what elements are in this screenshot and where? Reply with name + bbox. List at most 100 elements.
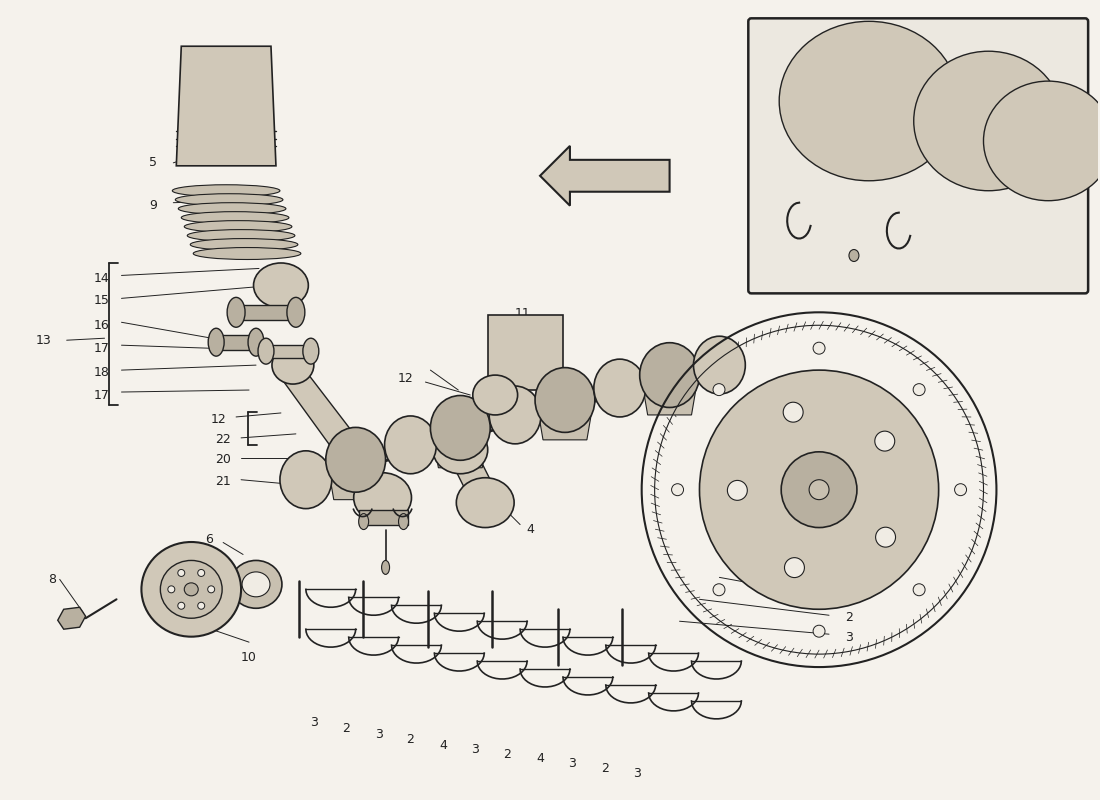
Ellipse shape [230, 561, 282, 608]
FancyBboxPatch shape [748, 18, 1088, 294]
Ellipse shape [784, 558, 804, 578]
Ellipse shape [190, 238, 298, 250]
Ellipse shape [810, 480, 829, 500]
Ellipse shape [693, 336, 746, 394]
Ellipse shape [398, 514, 408, 530]
Text: 4: 4 [526, 523, 534, 536]
Ellipse shape [178, 202, 286, 214]
Text: 24: 24 [773, 259, 789, 272]
Polygon shape [359, 510, 408, 525]
Ellipse shape [913, 384, 925, 396]
Ellipse shape [473, 375, 518, 415]
Text: 17: 17 [94, 389, 110, 402]
Ellipse shape [700, 370, 938, 610]
Ellipse shape [168, 586, 175, 593]
Text: 18: 18 [94, 366, 110, 378]
Text: 23: 23 [773, 130, 789, 142]
Ellipse shape [433, 426, 487, 474]
Ellipse shape [302, 338, 319, 364]
Ellipse shape [781, 452, 857, 527]
Ellipse shape [713, 384, 725, 396]
Ellipse shape [185, 221, 292, 233]
Text: 9: 9 [150, 199, 157, 212]
Text: 2: 2 [407, 734, 415, 746]
Polygon shape [279, 375, 400, 494]
Text: 1: 1 [845, 593, 853, 606]
Ellipse shape [874, 431, 894, 451]
Ellipse shape [430, 395, 491, 460]
Ellipse shape [983, 81, 1100, 201]
Ellipse shape [849, 250, 859, 262]
Ellipse shape [178, 570, 185, 577]
Ellipse shape [535, 368, 595, 432]
Ellipse shape [194, 247, 301, 259]
Ellipse shape [208, 586, 214, 593]
Ellipse shape [354, 473, 411, 522]
Ellipse shape [640, 342, 700, 407]
Text: 2: 2 [601, 762, 608, 775]
Text: 3: 3 [845, 630, 853, 644]
Ellipse shape [242, 572, 270, 597]
Polygon shape [488, 315, 563, 390]
Ellipse shape [161, 561, 222, 618]
Polygon shape [328, 465, 384, 500]
Polygon shape [217, 335, 256, 350]
Text: 12: 12 [397, 371, 414, 385]
Text: 3: 3 [632, 767, 640, 780]
Text: 15: 15 [94, 294, 110, 307]
Text: 6: 6 [206, 533, 213, 546]
Text: 21: 21 [216, 475, 231, 488]
Text: 4: 4 [439, 739, 448, 752]
Ellipse shape [258, 338, 274, 364]
Ellipse shape [249, 328, 264, 356]
Ellipse shape [279, 451, 332, 509]
Ellipse shape [914, 51, 1064, 190]
Ellipse shape [175, 194, 283, 206]
Text: 4: 4 [536, 752, 544, 766]
Text: 7: 7 [163, 553, 170, 566]
Text: 11: 11 [514, 307, 530, 320]
Polygon shape [176, 46, 276, 166]
Ellipse shape [227, 298, 245, 327]
Text: 20: 20 [216, 454, 231, 466]
Ellipse shape [272, 346, 313, 384]
Ellipse shape [287, 298, 305, 327]
Ellipse shape [185, 583, 198, 596]
Ellipse shape [187, 230, 295, 242]
Ellipse shape [142, 542, 241, 637]
Ellipse shape [359, 514, 369, 530]
Ellipse shape [813, 342, 825, 354]
Ellipse shape [198, 570, 205, 577]
Ellipse shape [178, 602, 185, 610]
Ellipse shape [326, 427, 386, 492]
Ellipse shape [182, 212, 289, 224]
Polygon shape [266, 345, 311, 358]
Ellipse shape [913, 584, 925, 596]
Text: 16: 16 [94, 318, 109, 332]
Text: 3: 3 [568, 758, 576, 770]
Text: 3: 3 [375, 728, 383, 742]
Ellipse shape [208, 328, 224, 356]
Text: 24: 24 [903, 259, 918, 272]
Ellipse shape [198, 602, 205, 610]
Ellipse shape [783, 402, 803, 422]
Ellipse shape [490, 386, 541, 444]
Ellipse shape [713, 584, 725, 596]
Ellipse shape [779, 22, 958, 181]
Polygon shape [236, 306, 296, 320]
Text: 8: 8 [47, 573, 56, 586]
Ellipse shape [813, 626, 825, 637]
Polygon shape [432, 433, 488, 468]
Text: 3: 3 [471, 743, 480, 756]
Polygon shape [641, 380, 697, 415]
Text: 14: 14 [94, 272, 109, 285]
Ellipse shape [456, 478, 514, 527]
Text: 25: 25 [847, 259, 861, 272]
Ellipse shape [173, 185, 279, 197]
Text: 2: 2 [503, 748, 512, 762]
Ellipse shape [955, 484, 967, 496]
Text: 12: 12 [210, 414, 225, 426]
Ellipse shape [727, 481, 747, 500]
Ellipse shape [594, 359, 646, 417]
Polygon shape [446, 450, 501, 500]
